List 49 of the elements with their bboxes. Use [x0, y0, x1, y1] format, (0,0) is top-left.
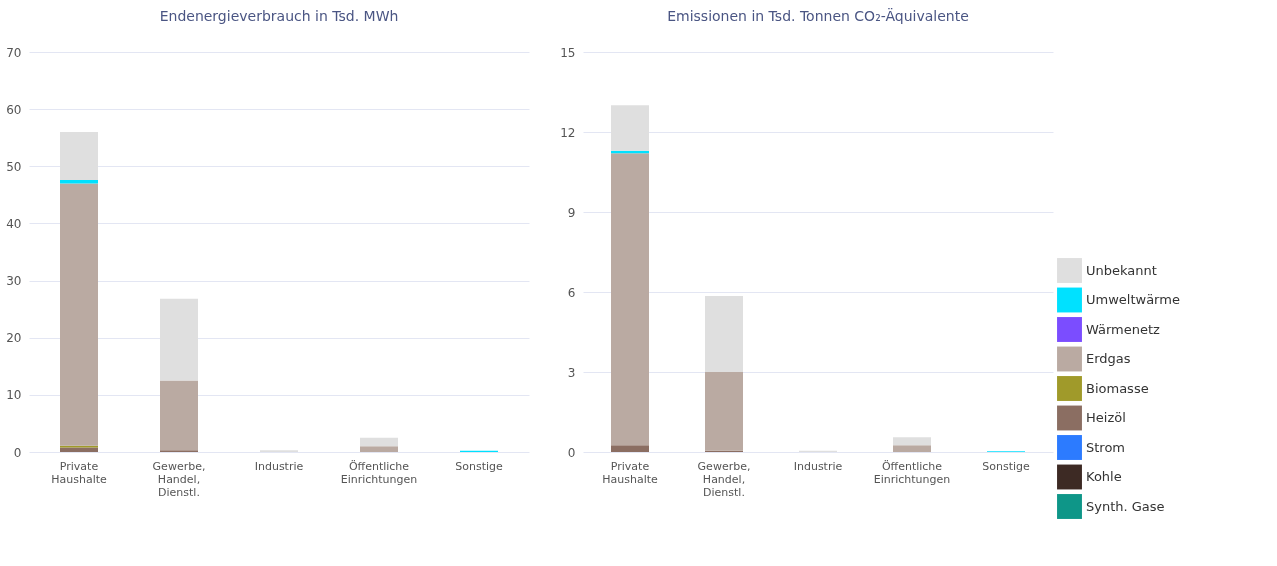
bar — [705, 296, 743, 372]
chart-title: Endenergieverbrauch in Tsd. MWh — [159, 8, 399, 24]
y-tick-label: 15 — [560, 45, 576, 60]
bar — [60, 132, 98, 180]
bar — [705, 372, 743, 451]
y-tick-label: 30 — [6, 274, 22, 289]
legend-label: Strom — [1086, 439, 1126, 455]
y-tick-label: 70 — [6, 45, 22, 60]
legend-label: Wärmenetz — [1086, 321, 1161, 337]
y-tick-label: 6 — [567, 285, 576, 300]
y-tick-label: 20 — [6, 331, 22, 346]
legend-label: Kohle — [1086, 469, 1122, 484]
bar — [160, 298, 198, 381]
bar — [360, 446, 398, 452]
legend-label: Heizöl — [1086, 410, 1126, 425]
x-tick-label: Private Haushalte — [51, 459, 108, 486]
legend-label: Umweltwärme — [1086, 292, 1180, 307]
bar — [893, 445, 931, 452]
bar — [893, 437, 931, 446]
x-tick-label: Sonstige — [982, 459, 1030, 473]
x-tick-label: Gewerbe, Handel, Dienstl. — [697, 459, 751, 499]
bar — [160, 380, 198, 451]
bar — [60, 183, 98, 446]
y-tick-label: 9 — [567, 205, 576, 220]
bar — [360, 437, 398, 447]
legend-label: Synth. Gase — [1086, 498, 1165, 514]
y-tick-label: 12 — [560, 125, 576, 140]
x-tick-label: Gewerbe, Handel, Dienstl. — [152, 459, 206, 499]
chart-title: Emissionen in Tsd. Tonnen CO₂-Äquivalente — [667, 7, 969, 24]
y-tick-label: 0 — [13, 445, 22, 460]
bar — [611, 153, 649, 446]
legend-label: Erdgas — [1086, 351, 1131, 366]
y-tick-label: 3 — [567, 365, 576, 380]
x-tick-label: Industrie — [793, 459, 843, 473]
bar — [60, 447, 98, 452]
x-tick-label: Sonstige — [455, 459, 503, 473]
legend-label: Unbekannt — [1086, 262, 1157, 278]
bar — [611, 105, 649, 151]
y-tick-label: 50 — [6, 159, 22, 174]
y-tick-label: 60 — [6, 102, 22, 117]
x-tick-label: Öffentliche Einrichtungen — [873, 459, 951, 486]
y-tick-label: 40 — [6, 216, 22, 231]
x-tick-label: Industrie — [254, 459, 304, 473]
bar — [611, 445, 649, 452]
x-tick-label: Private Haushalte — [602, 459, 659, 486]
y-tick-label: 0 — [567, 445, 576, 460]
y-tick-label: 10 — [6, 388, 22, 403]
legend-label: Biomasse — [1086, 380, 1149, 396]
x-tick-label: Öffentliche Einrichtungen — [340, 459, 418, 486]
